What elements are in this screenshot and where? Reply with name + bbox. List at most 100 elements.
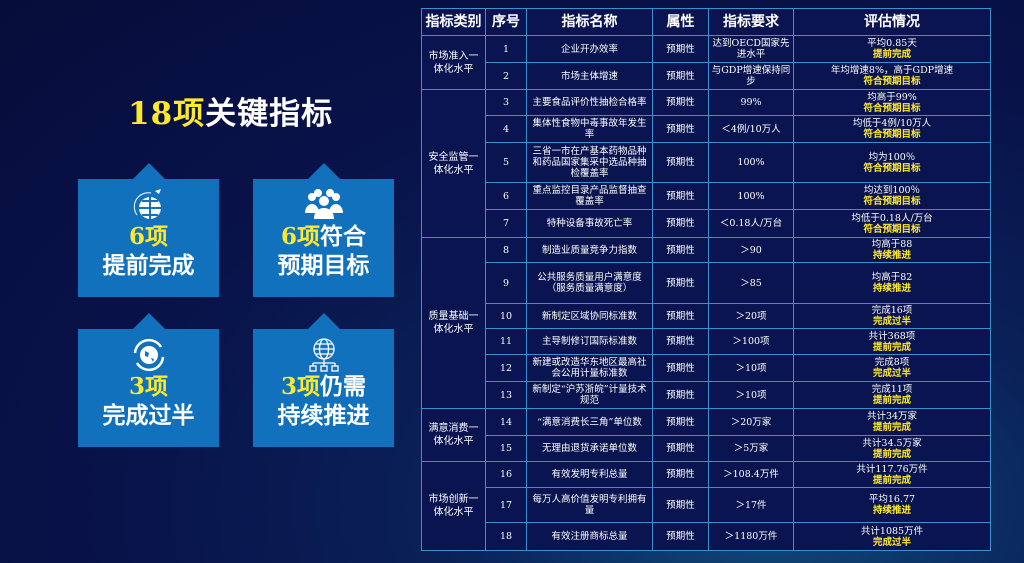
requirement-cell: 99% [708, 89, 794, 116]
card-label: 完成过半 [102, 402, 195, 429]
column-header: 评估情况 [793, 8, 991, 36]
card-label: 提前完成 [102, 252, 195, 279]
evaluation-cell: 共计1085万件 完成过半 [793, 522, 991, 551]
requirement-cell: ＞17件 [708, 487, 794, 523]
attr-cell: 预期性 [652, 328, 709, 355]
table-row: 12 新建或改造华东地区最高社会公用计量标准数 预期性 ＞10项 完成8项 完成过… [422, 354, 991, 382]
name-cell: 有效注册商标总量 [526, 522, 653, 551]
table-row: 6 重点监控目录产品监督抽查覆盖率 预期性 100% 均达到100％ 符合预期目标 [422, 182, 991, 210]
seq-cell: 11 [485, 328, 527, 355]
attr-cell: 预期性 [652, 115, 709, 143]
table-row: 7 特种设备事故死亡率 预期性 ＜0.18人/万台 均低于0.18人/万台 符合预… [422, 209, 991, 238]
seq-cell: 4 [485, 115, 527, 143]
attr-cell: 预期性 [652, 303, 709, 329]
requirement-cell: ＞20万家 [708, 408, 794, 436]
status-text: 持续推进 [872, 283, 911, 294]
seq-cell: 6 [485, 182, 527, 210]
requirement-cell: ＞10项 [708, 381, 794, 409]
table-row: 17 每万人高价值发明专利拥有量 预期性 ＞17件 平均16.77 持续推进 [422, 487, 991, 523]
evaluation-cell: 完成8项 完成过半 [793, 354, 991, 382]
status-text: 符合预期目标 [863, 129, 921, 140]
table-row: 2 市场主体增速 预期性 与GDP增速保持同步 年均增速8%，高于GDP增速 符合… [422, 62, 991, 90]
requirement-cell: 100% [708, 182, 794, 210]
name-cell: 重点监控目录产品监督抽查覆盖率 [526, 182, 653, 210]
evaluation-cell: 完成16项 完成过半 [793, 303, 991, 329]
requirement-cell: 100% [708, 142, 794, 183]
name-cell: 新建或改造华东地区最高社会公用计量标准数 [526, 354, 653, 382]
table-row: 4 集体性食物中毒事故年发生率 预期性 ＜4例/10万人 均低于4例/10万人符… [422, 115, 991, 143]
evaluation-cell: 均为100％ 符合预期目标 [793, 142, 991, 183]
attr-cell: 预期性 [652, 182, 709, 210]
people-group-icon [253, 179, 394, 223]
status-text: 提前完成 [872, 474, 911, 486]
seq-cell: 8 [485, 237, 527, 263]
attr-cell: 预期性 [652, 262, 709, 304]
category-cell: 安全监管一体化水平 [421, 89, 486, 238]
status-text: 符合预期目标 [863, 223, 921, 235]
seq-cell: 13 [485, 381, 527, 409]
column-header: 指标名称 [526, 8, 653, 36]
evaluation-cell: 均高于99% 符合预期目标 [793, 89, 991, 116]
column-header: 序号 [485, 8, 527, 36]
status-text: 完成过半 [872, 536, 911, 548]
seq-cell: 9 [485, 262, 527, 304]
seq-cell: 3 [485, 89, 527, 116]
requirement-cell: ＞100项 [708, 328, 794, 355]
evaluation-cell: 共计34万家 提前完成 [793, 408, 991, 436]
card-count: 6项符合 [280, 223, 366, 250]
seq-cell: 15 [485, 435, 527, 462]
globe-airplane-icon [78, 179, 219, 223]
seq-cell: 10 [485, 303, 527, 329]
evaluation-cell: 均低于4例/10万人 符合预期目标 [793, 115, 991, 143]
attr-cell: 预期性 [652, 461, 709, 488]
status-text: 完成过半 [872, 368, 911, 379]
requirement-cell: ＞20项 [708, 303, 794, 329]
name-cell: 主导制修订国际标准数 [526, 328, 653, 355]
table-row: 5 三省一市在产基本药物品种和药品国家集采中选品种抽检覆盖率 预期性 100% … [422, 142, 991, 183]
attr-cell: 预期性 [652, 354, 709, 382]
attr-cell: 预期性 [652, 142, 709, 183]
evaluation-cell: 均高于88 持续推进 [793, 237, 991, 263]
seq-cell: 7 [485, 209, 527, 238]
category-cell: 质量基础一体化水平 [421, 237, 486, 409]
evaluation-cell: 均低于0.18人/万台 符合预期目标 [793, 209, 991, 238]
requirement-cell: ＞90 [708, 237, 794, 263]
seq-cell: 16 [485, 461, 527, 488]
name-cell: 企业开办效率 [526, 35, 653, 63]
evaluation-cell: 均达到100％ 符合预期目标 [793, 182, 991, 210]
summary-card: 3项 完成过半 [78, 313, 219, 447]
seq-cell: 12 [485, 354, 527, 382]
attr-cell: 预期性 [652, 237, 709, 263]
card-count: 3项仍需 [280, 373, 366, 400]
attr-cell: 预期性 [652, 381, 709, 409]
attr-cell: 预期性 [652, 209, 709, 238]
evaluation-cell: 均高于82 持续推进 [793, 262, 991, 304]
status-text: 提前完成 [872, 49, 911, 60]
evaluation-cell: 年均增速8%，高于GDP增速 符合预期目标 [793, 62, 991, 90]
evaluation-cell: 平均16.77 持续推进 [793, 487, 991, 523]
requirement-cell: 与GDP增速保持同步 [708, 62, 794, 90]
status-text: 提前完成 [872, 422, 911, 433]
status-text: 持续推进 [872, 505, 911, 516]
name-cell: 公共服务质量用户满意度（服务质量满意度） [526, 262, 653, 304]
status-text: 持续推进 [872, 250, 911, 261]
name-cell: 集体性食物中毒事故年发生率 [526, 115, 653, 143]
evaluation-cell: 平均0.85天 提前完成 [793, 35, 991, 63]
table-row: 18 有效注册商标总量 预期性 ＞1180万件 共计1085万件 完成过半 [422, 522, 991, 551]
attr-cell: 预期性 [652, 435, 709, 462]
requirement-cell: ＞5万家 [708, 435, 794, 462]
name-cell: 新制定区域协同标准数 [526, 303, 653, 329]
attr-cell: 预期性 [652, 487, 709, 523]
evaluation-cell: 共计34.5万家 提前完成 [793, 435, 991, 462]
name-cell: 特种设备事故死亡率 [526, 209, 653, 238]
status-text: 符合预期目标 [863, 196, 921, 207]
name-cell: 有效发明专利总量 [526, 461, 653, 488]
summary-card: 3项仍需 持续推进 [253, 313, 394, 447]
column-header: 指标要求 [708, 8, 794, 36]
evaluation-cell: 完成11项 提前完成 [793, 381, 991, 409]
status-text: 符合预期目标 [863, 102, 921, 114]
card-label: 持续推进 [277, 402, 370, 429]
category-cell: 市场创新一体化水平 [421, 461, 486, 551]
name-cell: 无理由退货承诺单位数 [526, 435, 653, 462]
card-label: 预期目标 [277, 252, 370, 279]
